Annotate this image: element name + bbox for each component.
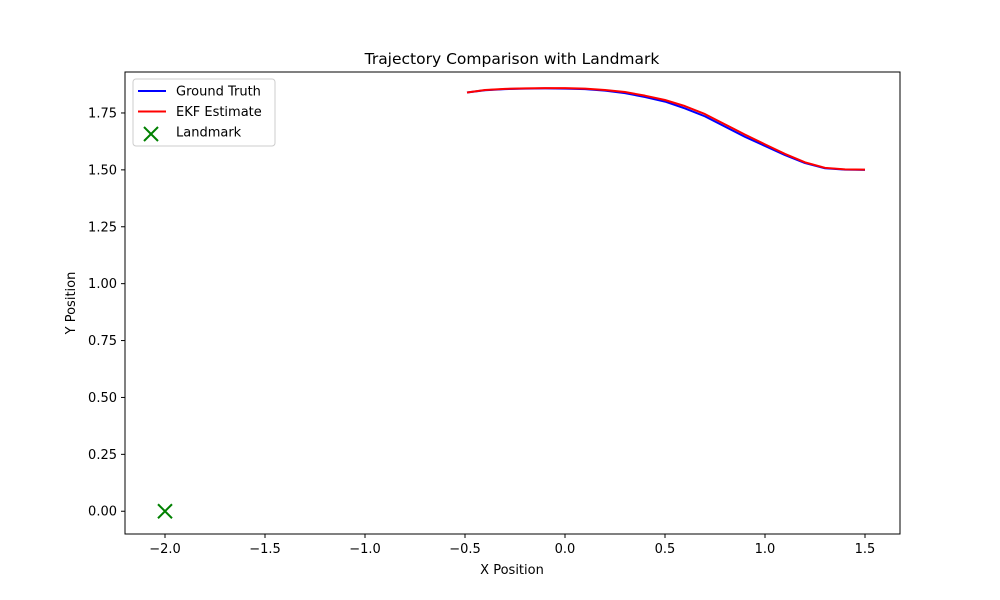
legend-box	[132, 78, 276, 147]
series-layer	[157, 87, 866, 519]
y-tick-label: 0.00	[88, 505, 117, 520]
x-tick-label: −0.5	[449, 542, 481, 557]
y-tick-label: 1.75	[88, 106, 117, 121]
x-axis-label: X Position	[480, 563, 544, 578]
legend-marker-swatch	[143, 126, 159, 142]
x-tick-label: −2.0	[149, 542, 181, 557]
x-tick-label: 1.5	[855, 542, 876, 557]
plot-area	[124, 71, 901, 535]
x-tick-label: 0.0	[555, 542, 576, 557]
y-tick-label: 0.75	[88, 334, 117, 349]
y-tick-label: 0.50	[88, 391, 117, 406]
y-axis: 0.00 0.25 0.50 0.75 1.00 1.25 1.50 1.75	[88, 106, 125, 520]
chart-title: Trajectory Comparison with Landmark	[364, 50, 660, 68]
x-tick-label: 0.5	[655, 542, 676, 557]
landmark-point	[157, 503, 173, 519]
landmark-marker-stroke	[157, 503, 173, 519]
legend-entry: Landmark	[143, 126, 242, 142]
y-tick-label: 1.50	[88, 163, 117, 178]
legend-label: EKF Estimate	[176, 105, 262, 120]
y-axis-label: Y Position	[64, 272, 79, 336]
plot-frame	[124, 71, 901, 535]
y-tick-label: 1.00	[88, 277, 117, 292]
x-tick-label: 1.0	[755, 542, 776, 557]
series-line-ekf-estimate	[466, 87, 866, 171]
legend-entry: EKF Estimate	[138, 105, 262, 120]
x-tick-label: −1.0	[349, 542, 381, 557]
x-tick-label: −1.5	[249, 542, 281, 557]
legend-entry: Ground Truth	[138, 85, 261, 100]
y-tick-label: 0.25	[88, 448, 117, 463]
legend-label: Ground Truth	[176, 85, 261, 100]
y-tick-label: 1.25	[88, 220, 117, 235]
x-axis: −2.0 −1.5 −1.0 −0.5 0.0 0.5 1.0 1.5	[149, 534, 875, 557]
legend: Ground Truth EKF Estimate Landmark	[132, 78, 276, 147]
legend-label: Landmark	[176, 126, 242, 141]
